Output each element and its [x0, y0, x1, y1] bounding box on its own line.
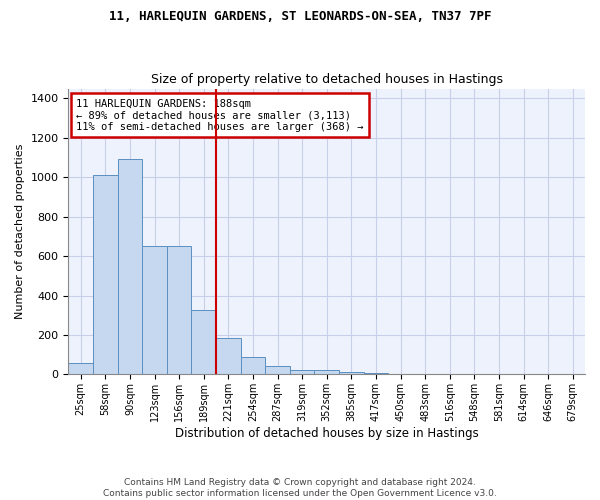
Bar [68, 362, 93, 374]
Bar [339, 372, 364, 374]
Bar [265, 366, 290, 374]
X-axis label: Distribution of detached houses by size in Hastings: Distribution of detached houses by size … [175, 427, 479, 440]
Bar [241, 356, 265, 374]
Y-axis label: Number of detached properties: Number of detached properties [15, 144, 25, 319]
Bar [314, 370, 339, 374]
Bar [93, 176, 118, 374]
Bar [216, 338, 241, 374]
Bar [118, 158, 142, 374]
Bar [167, 246, 191, 374]
Text: 11 HARLEQUIN GARDENS: 188sqm
← 89% of detached houses are smaller (3,113)
11% of: 11 HARLEQUIN GARDENS: 188sqm ← 89% of de… [76, 98, 364, 132]
Bar [290, 370, 314, 374]
Text: 11, HARLEQUIN GARDENS, ST LEONARDS-ON-SEA, TN37 7PF: 11, HARLEQUIN GARDENS, ST LEONARDS-ON-SE… [109, 10, 491, 23]
Title: Size of property relative to detached houses in Hastings: Size of property relative to detached ho… [151, 73, 503, 86]
Text: Contains HM Land Registry data © Crown copyright and database right 2024.
Contai: Contains HM Land Registry data © Crown c… [103, 478, 497, 498]
Bar [191, 310, 216, 374]
Bar [142, 246, 167, 374]
